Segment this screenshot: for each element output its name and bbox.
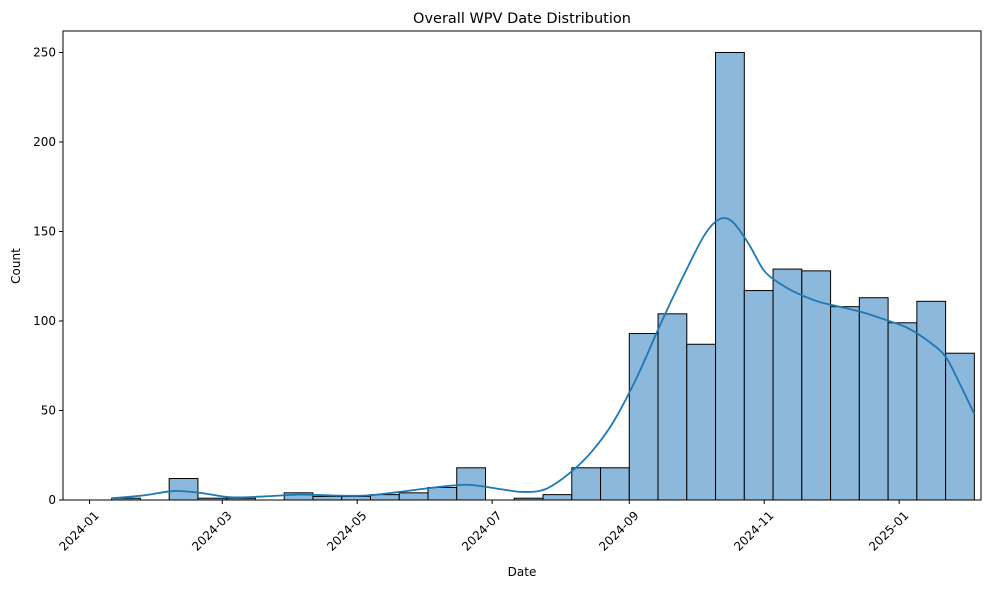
x-tick-label-2024-01: 2024-01: [57, 508, 102, 553]
histogram-bar-12: [456, 467, 487, 501]
y-tick-label-200: 200: [33, 135, 56, 149]
x-axis-label: Date: [508, 565, 537, 579]
histogram-bars: [111, 51, 975, 501]
y-axis-label: Count: [9, 248, 23, 284]
x-axis: 2024-01 2024-03 2024-05 2024-07 2024-09 2024-…: [57, 500, 911, 554]
histogram-bar-24: [801, 270, 832, 501]
x-tick-label-2024-11: 2024-11: [731, 508, 776, 553]
y-tick-label-150: 150: [33, 224, 56, 238]
histogram-bar-22: [743, 290, 774, 501]
histogram-bar-7: [312, 495, 343, 501]
histogram-bar-15: [542, 494, 573, 501]
histogram-bar-20: [686, 343, 717, 501]
chart-title: Overall WPV Date Distribution: [413, 11, 631, 27]
x-tick-label-2024-05: 2024-05: [324, 508, 369, 553]
plot-frame: [62, 30, 982, 501]
histogram-bar-29: [945, 352, 975, 501]
histogram-bar-19: [657, 313, 688, 501]
x-tick-label-2024-07: 2024-07: [459, 508, 504, 553]
x-tick-label-2024-03: 2024-03: [189, 508, 234, 553]
histogram-bar-25: [830, 306, 860, 501]
histogram-bar-16: [571, 467, 602, 501]
y-axis: 0 50 100 150 200 250: [33, 45, 63, 507]
x-tick-label-2025-01: 2025-01: [866, 508, 911, 553]
histogram-bar-10: [398, 492, 429, 501]
y-tick-label-50: 50: [41, 403, 56, 417]
y-tick-label-100: 100: [33, 314, 56, 328]
histogram-bar-21: [715, 51, 745, 501]
y-tick-label-250: 250: [33, 45, 56, 59]
y-tick-label-0: 0: [48, 493, 56, 507]
x-tick-label-2024-09: 2024-09: [596, 508, 641, 553]
histogram-bar-28: [916, 300, 947, 501]
histogram-bar-26: [858, 297, 889, 501]
histogram-bar-23: [772, 268, 803, 501]
histogram-bar-2: [168, 478, 199, 501]
histogram-bar-17: [600, 467, 630, 501]
histogram-bar-8: [341, 495, 371, 501]
histogram-bar-11: [427, 486, 458, 501]
kde-curve: [111, 217, 976, 500]
histogram-bar-18: [628, 333, 659, 501]
histogram-bar-27: [887, 322, 918, 501]
